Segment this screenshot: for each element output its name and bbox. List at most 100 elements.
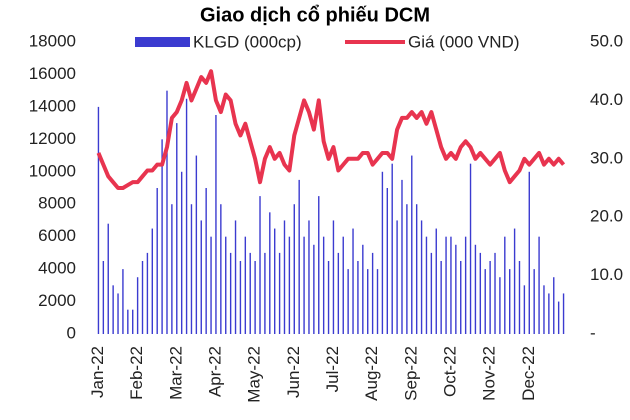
bar <box>278 252 281 334</box>
x-tick-label: Feb-22 <box>127 346 146 400</box>
bar <box>489 261 491 334</box>
bar <box>347 269 349 334</box>
legend-swatch <box>135 37 190 47</box>
bar <box>445 236 447 334</box>
bar <box>127 309 129 334</box>
bar <box>117 293 119 334</box>
bar <box>269 212 271 334</box>
bar <box>543 285 545 334</box>
legend-label: KLGD (000cp) <box>193 32 302 51</box>
bar <box>102 261 105 334</box>
bar <box>504 236 506 334</box>
bar <box>518 261 521 334</box>
bar <box>97 106 100 334</box>
bar <box>107 223 109 334</box>
bar <box>215 115 217 334</box>
bar <box>254 261 256 334</box>
bar <box>185 98 188 335</box>
bar <box>406 204 408 334</box>
bar <box>420 220 423 334</box>
x-tick-label: Mar-22 <box>166 346 185 400</box>
bar <box>220 204 222 334</box>
bar <box>244 236 247 334</box>
bar <box>401 179 403 334</box>
bar <box>195 155 198 334</box>
bar <box>479 252 482 334</box>
bar <box>337 252 340 334</box>
bar <box>435 228 437 334</box>
bar <box>298 179 300 334</box>
bar <box>146 252 149 334</box>
bar <box>376 269 379 334</box>
y-tick-label: 8000 <box>38 194 76 213</box>
x-tick-label: Jul-22 <box>323 346 342 392</box>
bar <box>538 236 540 334</box>
y-tick-label: 14000 <box>29 96 76 115</box>
bar <box>352 228 354 334</box>
bar <box>190 204 193 334</box>
bar <box>381 171 384 334</box>
x-tick-label: Jan-22 <box>88 346 107 398</box>
y2-tick-label: 50.0 <box>590 31 623 50</box>
bar <box>308 220 310 334</box>
bar <box>362 244 364 334</box>
bar <box>166 90 168 335</box>
bar <box>141 261 144 334</box>
bar <box>180 171 183 334</box>
bar <box>557 301 560 334</box>
bar <box>391 163 393 334</box>
y-tick-label: 6000 <box>38 226 76 245</box>
bar <box>460 261 462 334</box>
y-tick-label: 16000 <box>29 64 76 83</box>
y-tick-label: 12000 <box>29 129 76 148</box>
bar <box>494 252 496 334</box>
bar <box>386 188 389 334</box>
y2-tick-label: - <box>590 323 596 342</box>
bar <box>122 269 124 334</box>
bar <box>508 269 511 334</box>
bar <box>229 252 232 334</box>
bar <box>562 293 565 334</box>
bar <box>225 236 227 334</box>
bar <box>430 252 433 334</box>
bar <box>513 228 516 334</box>
bar <box>396 220 398 334</box>
bar <box>259 196 261 334</box>
bar <box>455 244 457 334</box>
bar <box>210 236 212 334</box>
y2-tick-label: 10.0 <box>590 265 623 284</box>
bar <box>469 163 472 334</box>
bar <box>528 171 530 334</box>
x-tick-label: Jun-22 <box>284 346 303 398</box>
bar <box>548 293 550 334</box>
bar <box>499 277 501 334</box>
bar <box>523 285 526 334</box>
x-tick-label: Apr-22 <box>205 346 224 397</box>
x-tick-label: Dec-22 <box>519 346 538 401</box>
price-line <box>96 69 566 190</box>
bar <box>156 188 158 334</box>
y2-tick-label: 30.0 <box>590 148 623 167</box>
bar <box>327 261 330 334</box>
bar <box>450 236 452 334</box>
bar <box>288 236 291 334</box>
bar <box>283 220 286 334</box>
bar <box>132 309 134 334</box>
y2-tick-label: 20.0 <box>590 207 623 226</box>
bar <box>367 269 369 334</box>
bar <box>176 123 178 334</box>
chart-title: Giao dịch cổ phiếu DCM <box>200 4 430 26</box>
bar <box>161 139 163 334</box>
bar <box>484 269 486 334</box>
x-tick-label: Sep-22 <box>401 346 420 401</box>
bar <box>371 252 374 334</box>
bar <box>234 220 237 334</box>
x-tick-label: Nov-22 <box>480 346 499 401</box>
bar <box>249 252 251 334</box>
bar <box>474 244 477 334</box>
bar <box>313 244 315 334</box>
bar <box>332 220 335 334</box>
bar <box>415 204 418 334</box>
bar <box>533 269 535 334</box>
